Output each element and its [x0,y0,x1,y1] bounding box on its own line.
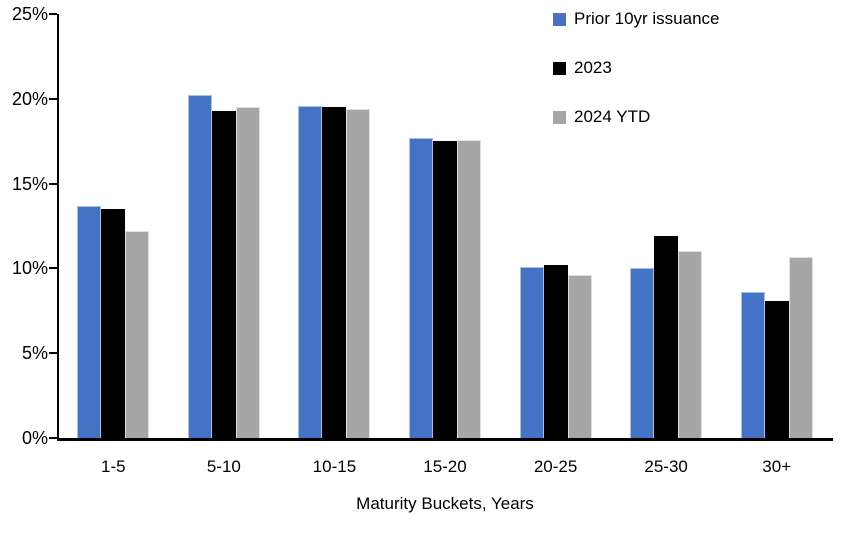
legend-swatch-icon [553,12,566,26]
y-tick-mark [49,267,57,270]
x-axis-category-label: 10-15 [312,457,357,476]
legend-item-prior-10yr-issuance: Prior 10yr issuance [553,8,720,30]
bar-group-30+ [721,14,832,438]
y-axis-tick-label: 10% [11,258,48,279]
y-tick-mark [49,13,57,15]
bar-2024-ytd-15-20 [456,139,481,438]
x-axis-category-label: 1-5 [100,457,126,476]
bar-group-1-5 [58,14,169,438]
bar-prior-10yr-issuance-25-30 [630,268,655,438]
bar-group-5-10 [169,14,280,438]
x-axis-line [57,438,833,441]
chart-legend: Prior 10yr issuance 2023 2024 YTD [553,8,720,155]
y-tick-mark [49,352,57,355]
bar-2023-15-20 [432,141,457,438]
bar-prior-10yr-issuance-15-20 [408,137,433,438]
y-axis-tick-label: 5% [21,343,48,364]
bar-group-20-25 [500,14,611,438]
bar-2024-ytd-1-5 [125,231,150,438]
y-axis-line [57,14,59,440]
x-axis-category-label: 30+ [762,457,792,476]
x-axis-category-label: 20-25 [533,457,578,476]
bar-2024-ytd-10-15 [346,108,371,438]
legend-label: Prior 10yr issuance [574,9,720,28]
y-axis-tick-label: 25% [11,4,48,24]
x-axis-title: Maturity Buckets, Years [356,494,534,513]
bar-2023-10-15 [322,107,347,438]
y-axis-tick-label: 15% [11,173,48,194]
bar-prior-10yr-issuance-30+ [740,292,765,438]
bar-2023-1-5 [101,209,126,438]
legend-label: 2024 YTD [574,107,651,126]
bar-2024-ytd-25-30 [678,251,703,438]
bar-2024-ytd-30+ [788,256,813,438]
bar-2023-20-25 [543,265,568,438]
bar-2023-30+ [764,300,789,438]
y-axis-tick-label: 20% [11,88,48,109]
bar-prior-10yr-issuance-20-25 [519,266,544,438]
x-axis-category-label: 5-10 [206,457,241,476]
bar-2024-ytd-5-10 [235,107,260,438]
bar-2024-ytd-20-25 [567,275,592,438]
bar-group-15-20 [390,14,501,438]
bar-group-25-30 [611,14,722,438]
legend-swatch-icon [553,61,566,75]
bar-2023-25-30 [654,236,679,438]
bar-prior-10yr-issuance-1-5 [77,205,102,438]
legend-item-2024-ytd: 2024 YTD [553,106,720,128]
bar-2023-5-10 [211,110,236,438]
y-tick-mark [49,182,57,185]
bar-prior-10yr-issuance-5-10 [187,95,212,438]
legend-swatch-icon [553,110,566,124]
y-tick-mark [49,97,57,100]
legend-item-2023: 2023 [553,57,720,79]
x-axis-category-label: 15-20 [423,457,467,476]
y-tick-mark [49,437,57,439]
legend-label: 2023 [574,58,612,77]
bar-group-10-15 [279,14,390,438]
y-axis-tick-label: 0% [21,428,48,448]
bar-prior-10yr-issuance-10-15 [298,105,323,438]
x-axis-category-label: 25-30 [644,457,688,476]
